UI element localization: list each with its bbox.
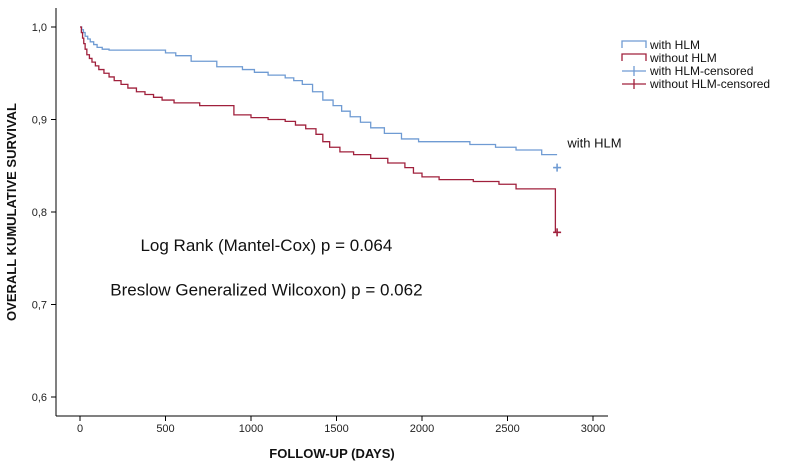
censor-mark-without-hlm	[553, 228, 562, 237]
axes: 0 500 1000 1500 2000 2500 3000 0,6 0,7 0,8 0,9 1,0 F…	[4, 8, 608, 461]
x-tick-label: 2000	[410, 423, 434, 435]
legend-item-with-hlm-censored: with HLM-censored	[622, 64, 753, 78]
annotations: Log Rank (Mantel-Cox) p = 0.064 Breslow G…	[110, 135, 621, 299]
x-tick-label: 0	[77, 423, 83, 435]
legend-item-with-hlm: with HLM	[621, 38, 700, 52]
x-tick-label: 3000	[581, 423, 605, 435]
stat-annotation: Log Rank (Mantel-Cox) p = 0.064	[140, 236, 392, 255]
y-tick-label: 0,7	[32, 300, 47, 312]
series-line-with-hlm	[80, 26, 558, 156]
legend-item-without-hlm-censored: without HLM-censored	[622, 77, 770, 91]
series-annotation: with HLM	[566, 135, 621, 150]
legend-label: with HLM	[649, 38, 700, 52]
y-tick-label: 0,8	[32, 207, 47, 219]
x-tick-label: 500	[156, 423, 174, 435]
stat-annotation: Breslow Generalized Wilcoxon) p = 0.062	[110, 280, 422, 299]
x-axis-title: FOLLOW-UP (DAYS)	[269, 446, 394, 461]
legend-swatch	[621, 53, 647, 61]
legend-label: with HLM-censored	[649, 64, 753, 78]
legend-label: without HLM	[649, 51, 717, 65]
x-tick-label: 1500	[324, 423, 348, 435]
censor-mark-with-hlm	[553, 163, 562, 172]
y-tick-label: 0,9	[32, 115, 47, 127]
plot-lines	[80, 26, 562, 237]
y-tick-label: 0,6	[32, 392, 47, 404]
x-tick-label: 1000	[239, 423, 263, 435]
y-tick-label: 1,0	[32, 22, 47, 34]
y-axis-title: OVERALL KUMULATIVE SURVIVAL	[4, 103, 19, 321]
legend-item-without-hlm: without HLM	[621, 51, 717, 65]
series-line-without-hlm	[80, 26, 557, 233]
x-tick-label: 2500	[495, 423, 519, 435]
legend-swatch	[621, 40, 647, 48]
legend-label: without HLM-censored	[649, 77, 770, 91]
